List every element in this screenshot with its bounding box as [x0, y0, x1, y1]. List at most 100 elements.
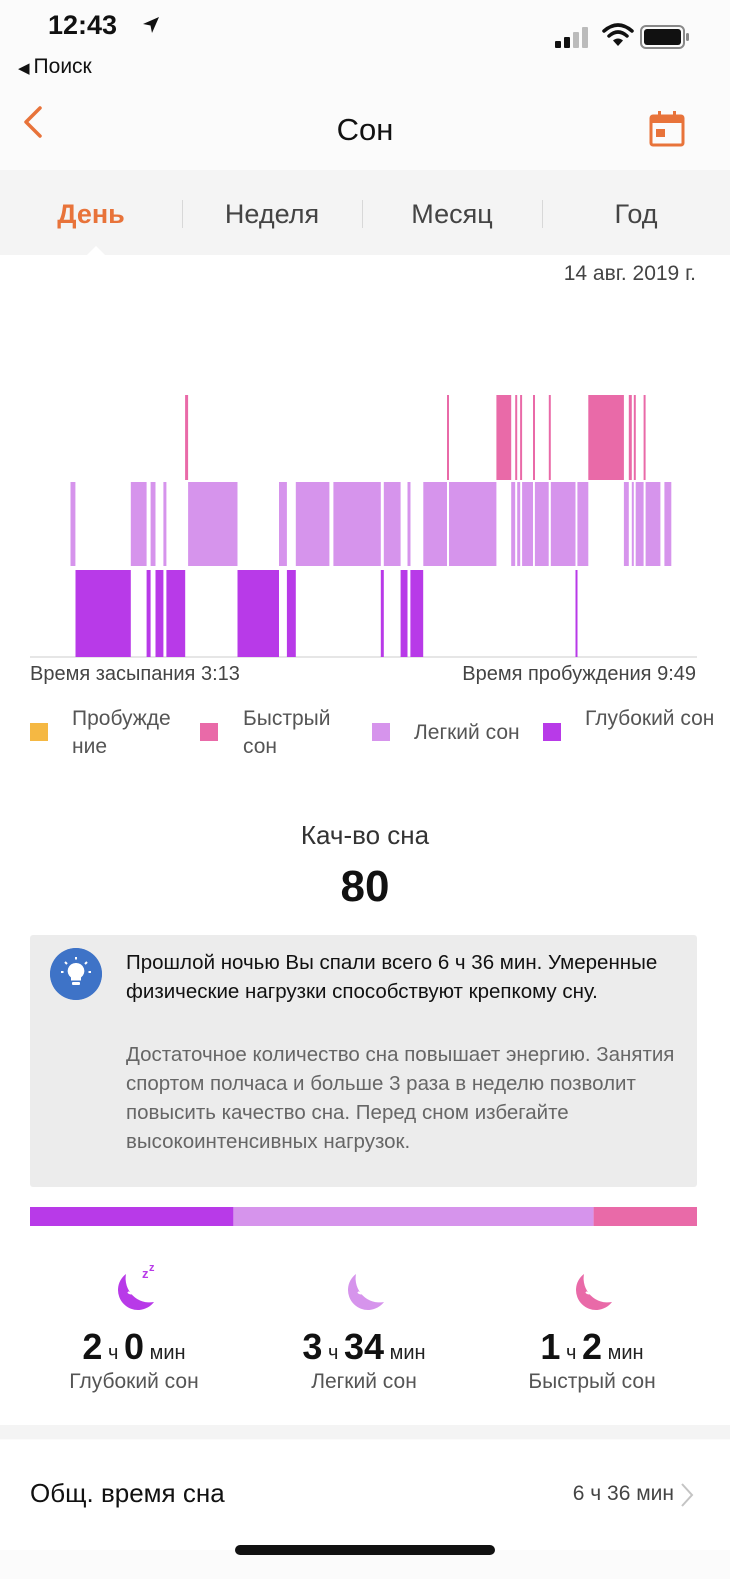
page-title: Сон — [336, 112, 394, 147]
sleep-segment — [550, 482, 576, 566]
sleep-segment — [447, 395, 449, 480]
tab-week[interactable]: Неделя — [224, 199, 320, 229]
sleep-segment — [511, 482, 516, 566]
status-time: 12:43 — [48, 10, 118, 40]
sleep-segment — [380, 570, 384, 657]
legend-label: Пробужде ние — [72, 707, 171, 758]
sleep-segment — [155, 570, 164, 657]
sleep-segment — [407, 482, 411, 566]
deep-sleep-label: Глубокий сон — [69, 1370, 199, 1393]
total-sleep-label: Общ. время сна — [30, 1478, 225, 1508]
legend-label: Легкий сон — [414, 721, 520, 744]
sleep-segment — [631, 482, 634, 566]
back-app-label: Поиск — [33, 55, 92, 78]
wifi-icon — [602, 23, 634, 46]
tab-year[interactable]: Год — [614, 199, 658, 229]
sleep-stage-chart — [30, 395, 697, 658]
sleep-segment — [496, 395, 512, 480]
stat-light-sleep: 3 ч 34 мин Легкий сон — [254, 1260, 474, 1394]
sleep-segment — [623, 482, 629, 566]
lightbulb-icon — [50, 948, 102, 1000]
legend-swatch — [30, 723, 48, 741]
sleep-segment — [588, 395, 624, 480]
rem-sleep-duration: 1 ч 2 мин — [540, 1326, 644, 1367]
tab-month[interactable]: Месяц — [411, 199, 493, 229]
sleep-segment — [295, 482, 330, 566]
home-indicator — [235, 1545, 495, 1555]
sleep-segment — [628, 395, 632, 480]
sleep-segment — [534, 482, 549, 566]
back-triangle-icon: ◀ — [18, 60, 30, 77]
deep-sleep-duration: 2 ч 0 мин — [82, 1326, 186, 1367]
sleep-segment — [286, 570, 296, 657]
chevron-right-icon[interactable] — [680, 1482, 694, 1508]
back-chevron-icon[interactable] — [20, 105, 46, 139]
period-tabs: День Неделя Месяц Год — [0, 190, 730, 244]
active-tab-pointer — [86, 246, 106, 256]
sleep-segment — [146, 570, 151, 657]
total-sleep-row[interactable] — [0, 1440, 730, 1550]
legend-swatch — [372, 723, 390, 741]
sleep-segment — [150, 482, 156, 566]
back-to-app-link[interactable]: ◀ Поиск — [18, 55, 92, 79]
legend-label: Быстрый сон — [243, 707, 331, 758]
legend-label: Глубокий сон — [585, 707, 715, 730]
moon-icon — [576, 1274, 612, 1310]
light-sleep-label: Легкий сон — [311, 1370, 417, 1393]
sleep-segment — [279, 482, 287, 566]
sleep-segment — [166, 570, 186, 657]
sleep-segment — [577, 482, 589, 566]
sleep-segment — [237, 570, 279, 657]
light-sleep-duration: 3 ч 34 мин — [302, 1326, 426, 1367]
moon-zzz-icon: z z — [118, 1262, 155, 1310]
stat-deep-sleep: z z 2 ч 0 мин Глубокий сон — [24, 1260, 244, 1394]
legend-swatch — [543, 723, 561, 741]
sleep-segment — [645, 482, 661, 566]
sleep-segment — [517, 482, 521, 566]
date-label: 14 авг. 2019 г. — [563, 262, 696, 285]
sleep-segment — [548, 395, 551, 480]
tab-separator — [182, 200, 183, 228]
sleep-start-time: Время засыпания 3:13 — [30, 663, 240, 685]
section-divider — [0, 1425, 730, 1439]
sleep-segment — [533, 395, 535, 480]
tip-box — [30, 935, 697, 1187]
stage-bar-segment — [233, 1207, 594, 1226]
sleep-segment — [520, 395, 523, 480]
sleep-segment — [130, 482, 147, 566]
total-sleep-value: 6 ч 36 мин — [572, 1482, 674, 1505]
sleep-quality-label: Кач-во сна — [300, 820, 430, 850]
battery-icon — [640, 25, 689, 49]
moon-icon — [348, 1274, 384, 1310]
svg-text:z: z — [142, 1266, 149, 1281]
sleep-segment — [400, 570, 408, 657]
sleep-segment — [664, 482, 672, 566]
svg-text:z: z — [149, 1262, 155, 1274]
tip-body: Достаточное количество сна повышает энер… — [126, 1043, 675, 1153]
sleep-segment — [633, 395, 636, 480]
sleep-segment — [515, 395, 518, 480]
tip-title: Прошлой ночью Вы спали всего 6 ч 36 мин.… — [126, 951, 658, 1003]
calendar-icon[interactable] — [648, 110, 686, 148]
stat-rem-sleep: 1 ч 2 мин Быстрый сон — [482, 1260, 702, 1394]
cellular-signal-icon — [555, 27, 588, 48]
stage-bar-segment — [30, 1207, 234, 1226]
location-arrow-icon — [143, 17, 159, 33]
sleep-segment — [635, 482, 644, 566]
sleep-segment — [75, 570, 131, 657]
sleep-segment — [449, 482, 497, 566]
sleep-segment — [423, 482, 447, 566]
legend-swatch — [200, 723, 218, 741]
sleep-segment — [333, 482, 381, 566]
sleep-segment — [163, 482, 167, 566]
sleep-segment — [410, 570, 424, 657]
stage-proportion-bar — [30, 1207, 697, 1226]
sleep-quality-score: 80 — [340, 862, 390, 911]
sleep-segment — [188, 482, 238, 566]
sleep-segment — [643, 395, 646, 480]
tab-day[interactable]: День — [57, 199, 125, 229]
rem-sleep-label: Быстрый сон — [528, 1370, 656, 1393]
chart-segments — [70, 395, 672, 657]
tab-separator — [542, 200, 543, 228]
sleep-segment — [383, 482, 401, 566]
